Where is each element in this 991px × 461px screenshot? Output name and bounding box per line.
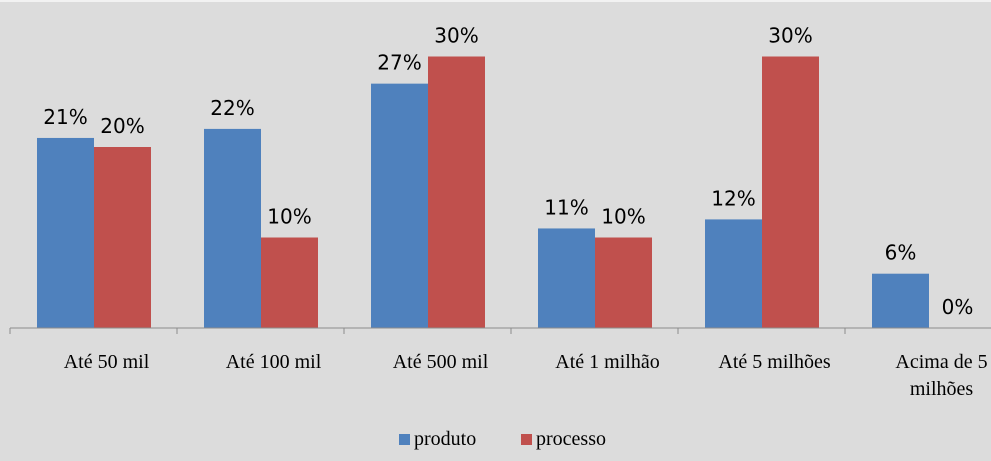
legend-swatch-processo [521, 434, 532, 445]
bar-produto-3 [538, 228, 595, 328]
category-label-5: Acima de 5 milhões [895, 351, 987, 400]
data-label-processo-5: 0% [942, 295, 974, 319]
data-label-processo-2: 30% [434, 24, 478, 48]
data-label-produto-4: 12% [711, 186, 755, 210]
data-label-produto-0: 21% [43, 105, 87, 129]
data-label-processo-0: 20% [100, 114, 144, 138]
category-labels: Até 50 mil Até 100 mil Até 500 mil Até 1 mi… [64, 351, 988, 400]
category-label-3: Até 1 milhão [555, 351, 659, 373]
bar-produto-0 [37, 137, 94, 328]
category-label-1: Até 100 mil [226, 351, 322, 373]
data-label-produto-1: 22% [210, 96, 254, 120]
legend-swatch-produto [399, 434, 410, 445]
bar-processo-1 [261, 237, 318, 328]
bar-produto-5 [872, 273, 929, 328]
bar-processo-4 [762, 56, 819, 328]
bar-processo-2 [428, 56, 485, 328]
data-labels-layer: 21% 20% 22% 10% 27% 30% 11% 10% 12% 30% 6% 0% [43, 24, 973, 320]
bar-produto-1 [204, 128, 261, 328]
data-label-produto-2: 27% [377, 51, 421, 75]
legend-label-produto: produto [414, 428, 476, 450]
data-label-produto-5: 6% [885, 241, 917, 265]
bar-produto-2 [371, 83, 428, 329]
legend-label-processo: processo [536, 428, 606, 450]
data-label-processo-3: 10% [601, 205, 645, 229]
x-axis [9, 327, 991, 334]
bar-processo-0 [94, 147, 151, 328]
data-label-produto-3: 11% [544, 195, 588, 219]
data-label-processo-4: 30% [768, 24, 812, 48]
bars-layer [37, 56, 929, 329]
category-label-4: Até 5 milhões [718, 351, 830, 373]
category-label-0: Até 50 mil [64, 351, 150, 373]
data-label-processo-1: 10% [267, 205, 311, 229]
bar-produto-4 [705, 219, 762, 328]
category-label-2: Até 500 mil [393, 351, 489, 373]
bar-processo-3 [595, 237, 652, 328]
legend: produto processo [399, 428, 606, 450]
